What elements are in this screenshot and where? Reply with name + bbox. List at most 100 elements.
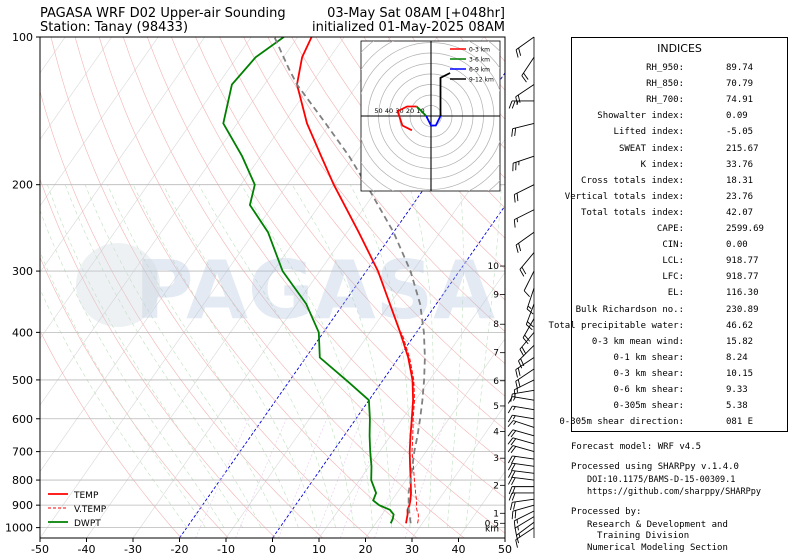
- index-value: 46.62: [726, 320, 754, 331]
- height-label: 10: [488, 262, 500, 272]
- x-tick-label: -20: [171, 543, 189, 556]
- index-value: 23.76: [726, 191, 754, 202]
- isotherm: [40, 37, 205, 273]
- y-tick-label: 800: [12, 474, 33, 487]
- wind-barb: [515, 84, 535, 105]
- hodograph-legend-label: 0-3 km: [469, 47, 490, 54]
- index-label: SWEAT index:: [618, 143, 684, 154]
- isotherm: [272, 205, 505, 538]
- mixing-ratio-line: [235, 418, 287, 538]
- index-value: 0.00: [726, 240, 748, 251]
- indices-panel: INDICES RH_950: 89.74 RH_850: 70.79 RH_700: 7…: [549, 37, 788, 432]
- dry-adiabat: [98, 37, 465, 538]
- wind-barb: [513, 209, 535, 228]
- legend-label: DWPT: [74, 519, 101, 529]
- wind-barb: [525, 303, 535, 331]
- height-label: 2: [493, 481, 499, 491]
- legend-label: V.TEMP: [74, 505, 107, 515]
- index-value: 230.89: [726, 304, 759, 315]
- index-value: 116.30: [726, 288, 759, 299]
- index-label: Lifted index:: [613, 127, 684, 138]
- wind-barb: [514, 516, 535, 536]
- wind-barb: [507, 429, 535, 438]
- series-line-parcel: [273, 37, 426, 524]
- index-value: 70.79: [726, 79, 754, 90]
- wind-barb: [508, 492, 534, 501]
- wind-barb: [512, 155, 535, 172]
- x-tick-label: -10: [217, 543, 235, 556]
- y-tick-label: 700: [12, 446, 33, 459]
- index-label: CIN:: [662, 240, 684, 251]
- wind-barb: [515, 36, 535, 58]
- footer-model: Forecast model: WRF v4.5: [571, 442, 702, 452]
- wind-barb: [507, 445, 535, 454]
- x-tick-label: -40: [78, 543, 96, 556]
- index-value: 918.77: [726, 256, 759, 267]
- index-row: EL: 116.30: [572, 288, 787, 304]
- wind-barb: [515, 368, 535, 390]
- wind-barb: [519, 332, 535, 357]
- footer-org-line2: Training Division: [597, 531, 690, 541]
- hodograph-trace: [416, 105, 427, 117]
- index-value: 2599.69: [726, 224, 764, 234]
- wind-barb: [508, 470, 535, 479]
- index-label: RH_950:: [646, 63, 684, 73]
- index-label: Showalter index:: [597, 111, 684, 122]
- wind-barb: [513, 510, 535, 529]
- index-value: 10.15: [726, 368, 754, 379]
- moist-adiabat: [408, 184, 434, 528]
- indices-heading: INDICES: [657, 42, 702, 55]
- hodograph-ring-label: 40: [385, 107, 393, 115]
- series-line-dwpt: [222, 37, 395, 524]
- x-tick-label: -50: [31, 543, 49, 556]
- wind-barb: [507, 414, 535, 423]
- index-label: Total precipitable water:: [548, 320, 684, 331]
- legend-label: TEMP: [73, 491, 99, 501]
- footer-processed-using: Processed using SHARPpy v.1.4.0: [571, 462, 739, 472]
- moist-adiabat: [65, 184, 262, 528]
- index-value: 081 E: [726, 417, 754, 428]
- mixing-ratio-line: [340, 418, 386, 538]
- x-tick-label: -30: [124, 543, 142, 556]
- isotherm: [40, 37, 159, 207]
- dry-adiabat: [315, 37, 505, 270]
- index-value: -5.05: [726, 127, 754, 138]
- index-row: SWEAT index: 215.67: [572, 144, 787, 160]
- wind-barb: [523, 270, 535, 297]
- index-value: 74.91: [726, 95, 754, 106]
- y-tick-label: 200: [12, 179, 33, 192]
- height-label: 0.5: [485, 519, 499, 529]
- index-row: RH_850: 70.79: [572, 79, 787, 95]
- height-label: km: [485, 525, 499, 535]
- index-label: Cross totals index:: [581, 175, 684, 186]
- wind-barb: [515, 357, 535, 378]
- footer-doi: DOI:10.1175/BAMS-D-15-00309.1: [587, 475, 736, 485]
- index-label: 0-305m shear direction:: [559, 417, 684, 428]
- plot-area: PAGASA: [0, 37, 571, 538]
- dry-adiabat: [557, 37, 571, 538]
- index-value: 918.77: [726, 272, 759, 283]
- index-label: 0-305m shear:: [613, 401, 684, 412]
- index-label: LFC:: [662, 272, 684, 283]
- index-row: K index: 33.76: [572, 160, 787, 176]
- height-label: 4: [493, 428, 499, 438]
- isotherm: [40, 37, 345, 473]
- wind-barb: [507, 420, 535, 428]
- moist-adiabat: [40, 288, 188, 528]
- index-row: Lifted index: -5.05: [572, 127, 787, 143]
- hodograph-trace: [425, 115, 442, 127]
- index-label: 0-3 km mean wind:: [591, 336, 684, 347]
- wind-barb: [522, 318, 535, 345]
- series-line-temp: [296, 37, 415, 524]
- isotherm: [0, 37, 19, 538]
- index-row: CIN: 0.00: [572, 240, 787, 256]
- wind-barb: [508, 476, 535, 485]
- index-label: Vertical totals index:: [564, 191, 684, 202]
- wind-barb: [526, 287, 535, 315]
- dry-adiabat: [147, 37, 505, 499]
- index-label: 0-3 km shear:: [613, 368, 684, 379]
- index-label: 0-6 km shear:: [613, 385, 684, 395]
- index-value: 0.09: [726, 111, 748, 122]
- legend: TEMP V.TEMP DWPT: [48, 491, 107, 529]
- height-label: 3: [493, 454, 499, 464]
